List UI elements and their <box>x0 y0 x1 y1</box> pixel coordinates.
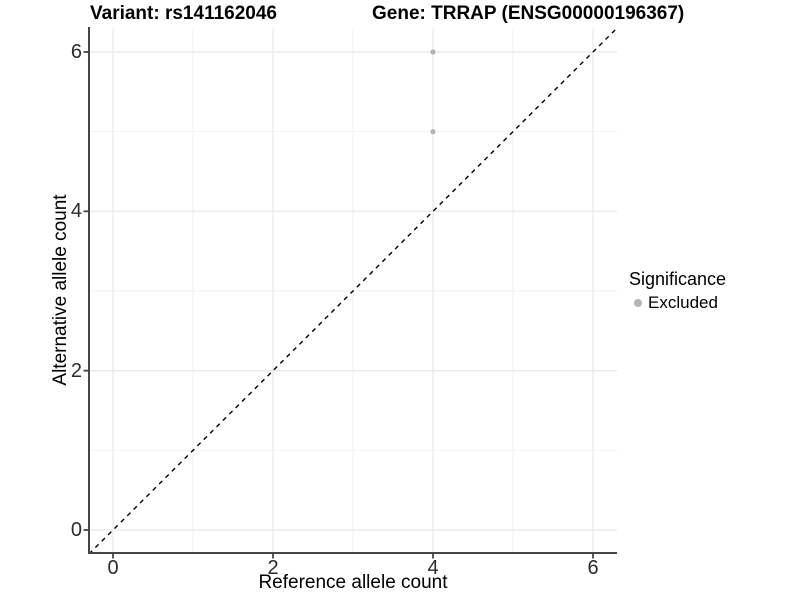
legend-entry-label: Excluded <box>648 293 718 312</box>
y-axis-title: Alternative allele count <box>50 194 71 386</box>
y-tick-label: 4 <box>70 200 82 223</box>
x-tick-label: 2 <box>267 557 279 579</box>
legend-point-icon <box>634 299 642 307</box>
legend-entry-excluded: Excluded <box>629 293 726 313</box>
legend: Significance Excluded <box>629 269 726 313</box>
y-tick-label: 2 <box>70 359 82 382</box>
x-tick-label: 6 <box>587 557 599 579</box>
plot-title-variant: Variant: rs141162046 <box>90 3 277 24</box>
y-tick-label: 6 <box>70 40 82 63</box>
y-tick-label: 0 <box>70 519 82 541</box>
x-tick-label: 0 <box>107 557 119 579</box>
x-tick-label: 4 <box>427 557 439 579</box>
identity-dashed-line <box>88 27 618 555</box>
plot-title-gene: Gene: TRRAP (ENSG00000196367) <box>372 3 685 24</box>
x-axis-title: Reference allele count <box>258 572 448 593</box>
legend-title: Significance <box>629 269 727 289</box>
data-point <box>430 129 436 135</box>
data-point <box>430 49 436 55</box>
